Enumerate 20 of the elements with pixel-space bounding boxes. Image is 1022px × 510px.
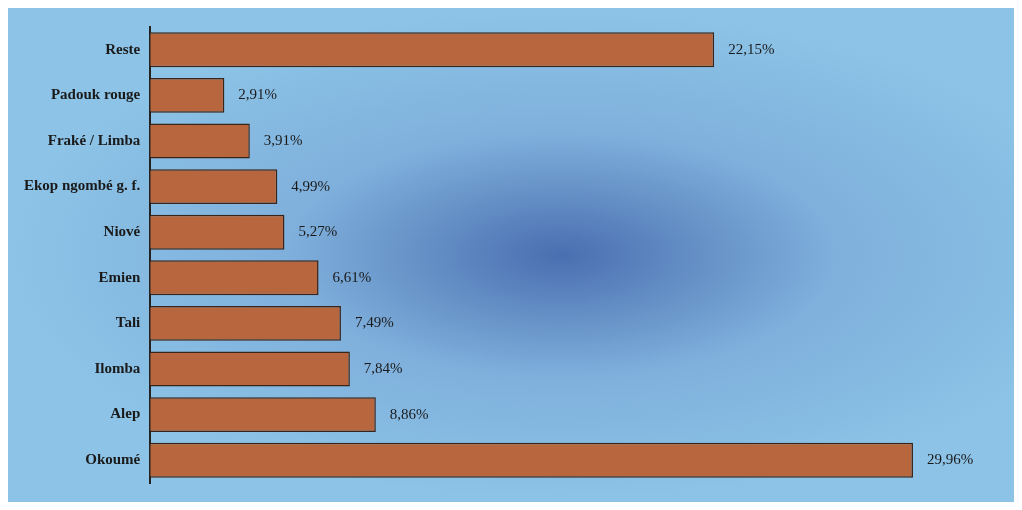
y-tick-label: Okoumé — [85, 451, 141, 468]
data-label: 22,15% — [728, 40, 775, 57]
data-label: 4,99% — [291, 177, 331, 194]
y-tick-label: Niové — [103, 223, 141, 240]
y-tick-label: Ilomba — [94, 359, 141, 376]
data-label: 7,84% — [363, 359, 403, 376]
y-tick-label: Emien — [98, 268, 141, 285]
y-tick-label: Tali — [115, 314, 141, 331]
y-tick-label: Fraké / Limba — [47, 131, 141, 148]
data-label: 7,49% — [354, 314, 394, 331]
data-label: 5,27% — [298, 223, 338, 240]
y-tick-label: Alep — [110, 405, 141, 422]
y-tick-label: Padouk rouge — [50, 86, 141, 103]
data-label: 29,96% — [926, 451, 974, 468]
data-label: 6,61% — [332, 268, 372, 285]
data-label: 2,91% — [238, 86, 278, 103]
data-label: 8,86% — [389, 405, 429, 422]
data-label: 3,91% — [263, 131, 303, 148]
y-tick-label: Reste — [105, 40, 141, 57]
y-tick-label: Ekop ngombé g. f. — [23, 177, 141, 194]
